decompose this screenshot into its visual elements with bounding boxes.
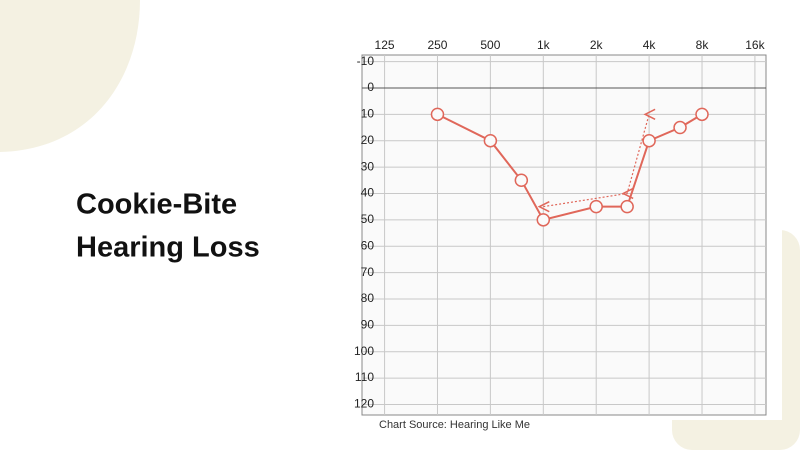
data-marker bbox=[536, 213, 551, 227]
y-tick-label: 30 bbox=[361, 159, 375, 173]
data-marker bbox=[514, 173, 529, 188]
x-tick-label: 1k bbox=[537, 38, 551, 52]
data-marker bbox=[642, 133, 656, 148]
x-tick-label: 4k bbox=[643, 38, 657, 52]
x-tick-label: 500 bbox=[480, 38, 500, 52]
x-tick-label: 16k bbox=[745, 38, 765, 52]
x-tick-label: 8k bbox=[696, 38, 710, 52]
data-marker bbox=[483, 133, 498, 148]
y-tick-label: 10 bbox=[361, 107, 375, 121]
data-marker bbox=[430, 107, 445, 122]
y-tick-label: 120 bbox=[354, 397, 374, 411]
data-marker bbox=[537, 200, 550, 213]
data-marker bbox=[643, 108, 656, 121]
y-tick-label: -10 bbox=[357, 54, 375, 68]
y-tick-label: 0 bbox=[367, 80, 374, 94]
series-line bbox=[543, 114, 650, 208]
data-marker bbox=[621, 187, 634, 200]
y-tick-label: 70 bbox=[361, 265, 375, 279]
decor-blob bbox=[0, 0, 140, 152]
data-marker bbox=[620, 199, 634, 214]
y-tick-label: 100 bbox=[354, 344, 374, 358]
y-tick-label: 60 bbox=[361, 238, 375, 252]
title-line: Cookie-Bite bbox=[76, 189, 237, 221]
y-tick-label: 50 bbox=[361, 212, 375, 226]
title-line: Hearing Loss bbox=[76, 232, 260, 264]
x-tick-label: 250 bbox=[427, 38, 447, 52]
y-tick-label: 80 bbox=[361, 291, 375, 305]
y-tick-label: 110 bbox=[355, 370, 374, 384]
y-tick-label: 20 bbox=[361, 133, 375, 147]
x-tick-label: 2k bbox=[590, 38, 604, 52]
data-marker bbox=[673, 120, 687, 135]
source-note: Chart Source: Hearing Like Me bbox=[379, 419, 530, 431]
y-tick-label: 40 bbox=[361, 186, 375, 200]
x-tick-label: 125 bbox=[375, 38, 395, 52]
data-marker bbox=[589, 199, 603, 214]
data-marker bbox=[695, 107, 709, 122]
y-tick-label: 90 bbox=[361, 318, 375, 332]
